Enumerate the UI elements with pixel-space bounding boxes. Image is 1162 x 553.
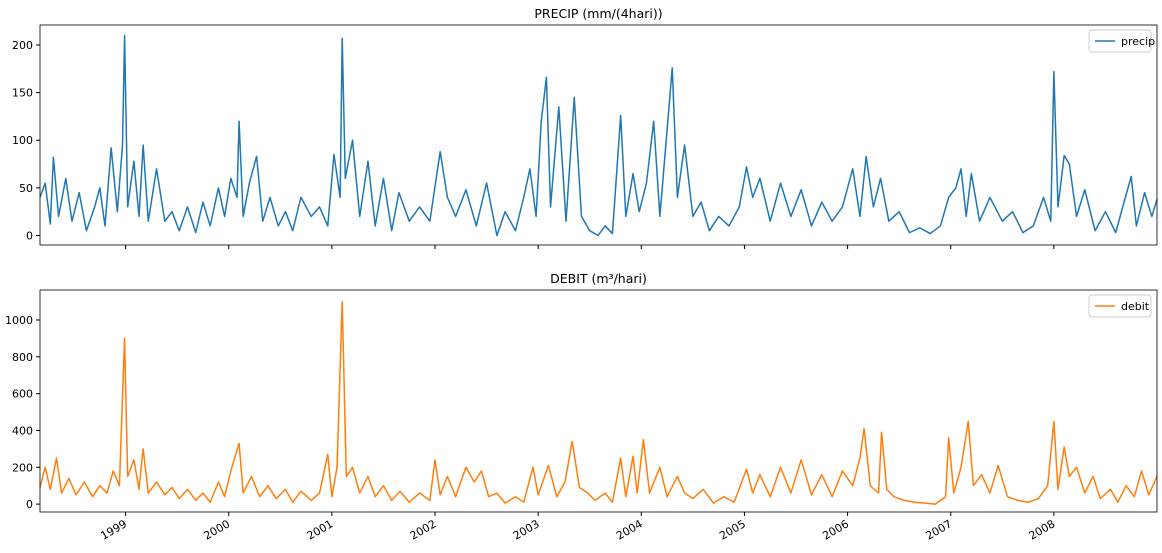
legend-label: precip [1121,35,1155,48]
x-tick-label: 2007 [923,517,954,542]
chart-title: DEBIT (m³/hari) [550,271,647,286]
x-tick-label: 2008 [1027,517,1058,542]
x-tick-label: 2005 [717,517,748,542]
x-tick-label: 2003 [511,517,542,542]
series-line [39,300,1158,505]
y-tick-label: 0 [26,498,33,511]
y-tick-label: 400 [12,424,33,437]
legend-box [1088,29,1152,53]
axes-frame [39,24,1158,246]
legend-box [1088,294,1152,318]
x-tick-label: 1999 [98,517,129,542]
y-tick-label: 200 [12,39,33,52]
y-tick-label: 50 [19,182,33,195]
x-tick-label: 2006 [820,517,851,542]
x-tick-label: 2000 [201,517,232,542]
y-tick-label: 800 [12,351,33,364]
y-tick-label: 0 [26,229,33,242]
x-tick-label: 2002 [408,517,439,542]
y-tick-label: 100 [12,134,33,147]
chart-title: PRECIP (mm/(4hari)) [534,6,662,21]
axes-frame [39,289,1158,513]
y-tick-label: 150 [12,87,33,100]
y-tick-label: 600 [12,388,33,401]
legend-label: debit [1121,300,1150,313]
series-line [39,34,1158,237]
y-tick-label: 1000 [5,314,33,327]
x-tick-label: 2004 [614,517,645,542]
x-tick-label: 2001 [305,517,336,542]
y-tick-label: 200 [12,461,33,474]
